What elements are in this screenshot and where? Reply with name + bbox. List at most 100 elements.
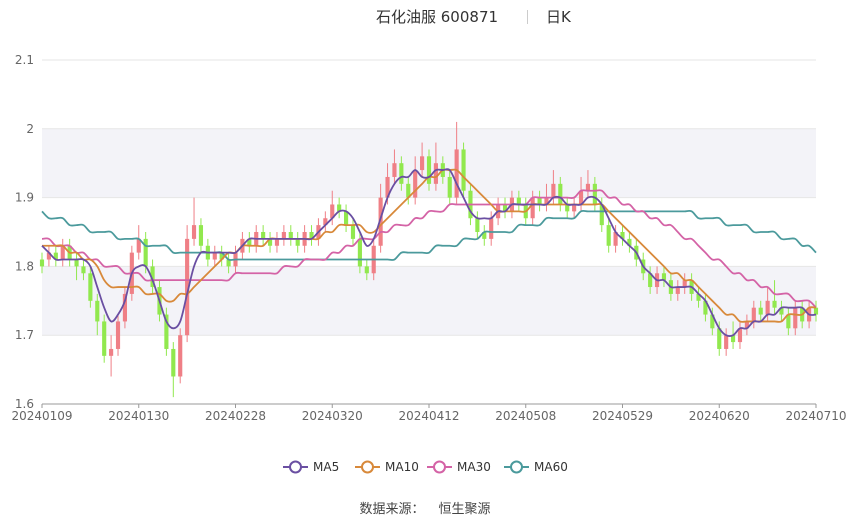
candle-body: [558, 183, 563, 205]
candle-body: [585, 183, 591, 191]
legend-label: MA30: [457, 460, 491, 474]
candle-body: [267, 238, 273, 246]
candle: [489, 211, 494, 246]
candle-body: [357, 238, 362, 267]
candle-body: [489, 218, 494, 239]
candle-body: [39, 259, 45, 267]
candle: [502, 197, 508, 219]
candle: [406, 176, 411, 205]
candle: [343, 204, 349, 232]
period-label: 日K: [546, 8, 571, 26]
legend[interactable]: MA5 MA10 MA30 MA60: [283, 460, 568, 474]
x-tick-label: 20240412: [398, 409, 459, 423]
series-line-ma60: [41, 209, 817, 261]
candle-body: [309, 232, 314, 239]
candle: [682, 273, 687, 294]
candle-body: [551, 183, 556, 198]
candle-body: [191, 225, 197, 239]
candle-body: [620, 232, 625, 239]
candle: [212, 245, 217, 267]
x-tick-label: 20240529: [592, 409, 653, 423]
candle: [751, 300, 756, 329]
candle: [185, 225, 190, 343]
candle-body: [724, 335, 729, 349]
candle-body: [572, 204, 577, 212]
candle-body: [447, 176, 452, 198]
x-tick-label: 20240620: [689, 409, 750, 423]
candle-body: [413, 170, 418, 198]
x-axis: 20240109 20240130 20240228 20240320 20240412…: [11, 403, 847, 423]
legend-marker: [510, 460, 523, 474]
candle: [95, 293, 100, 336]
candle-body: [578, 190, 584, 205]
candle-body: [178, 335, 183, 377]
candle: [115, 314, 121, 356]
candle-body: [219, 252, 224, 260]
candle-body: [613, 232, 618, 246]
series-line-ma30: [41, 189, 817, 309]
candle: [551, 170, 556, 205]
candle-body: [717, 328, 722, 349]
candle-body: [454, 149, 459, 198]
candle: [74, 252, 79, 281]
legend-item-ma10[interactable]: MA10: [355, 460, 419, 474]
candle-body: [786, 314, 791, 329]
candle: [122, 287, 128, 329]
candle: [399, 156, 404, 191]
candle-body: [779, 307, 784, 315]
candle-body: [74, 259, 79, 267]
candle: [433, 142, 438, 191]
candle-body: [696, 293, 701, 301]
candle-body: [516, 197, 521, 205]
candle-body: [420, 156, 425, 171]
candle: [191, 197, 197, 246]
candle: [420, 142, 425, 177]
legend-label: MA10: [385, 460, 419, 474]
candle-body: [185, 238, 190, 336]
candle: [813, 300, 819, 322]
candle: [109, 335, 114, 377]
x-tick-label: 20240228: [205, 409, 266, 423]
candle-body: [81, 266, 86, 274]
candle: [537, 190, 542, 212]
candle: [219, 245, 224, 267]
candle-body: [530, 197, 535, 219]
series-line-ma5: [41, 168, 817, 337]
grid-lines: [42, 59, 816, 405]
candle-body: [385, 176, 390, 198]
legend-label: MA5: [313, 460, 339, 474]
candle-body: [661, 273, 667, 281]
candle: [178, 328, 183, 384]
candle-body: [337, 204, 342, 212]
candle-body: [758, 307, 763, 315]
candle-body: [226, 259, 231, 267]
x-tick-label: 20240130: [108, 409, 169, 423]
candle: [578, 176, 584, 212]
legend-item-ma60[interactable]: MA60: [504, 460, 568, 474]
legend-item-ma5[interactable]: MA5: [283, 460, 339, 474]
candle-body: [544, 197, 549, 205]
candle: [675, 280, 680, 301]
candle-body: [364, 266, 369, 274]
data-source: 数据来源： 恒生聚源: [0, 498, 850, 517]
candle: [592, 176, 597, 212]
candle-body: [772, 300, 777, 308]
candle-body: [793, 307, 798, 329]
y-tick-label: 1.7: [15, 328, 34, 342]
candle-body: [115, 321, 121, 349]
candle-body: [675, 287, 680, 294]
legend-item-ma30[interactable]: MA30: [427, 460, 491, 474]
moving-average-lines: [41, 168, 817, 337]
x-tick-label: 20240109: [11, 409, 72, 423]
candle-body: [406, 183, 411, 198]
candle: [744, 314, 749, 336]
candle: [323, 211, 328, 232]
candle-body: [813, 307, 819, 315]
candle-body: [565, 204, 570, 212]
candle: [765, 287, 770, 322]
candle: [786, 307, 791, 336]
y-tick-label: 1.6: [15, 397, 34, 411]
candle: [350, 218, 356, 246]
candle: [620, 225, 625, 246]
candle: [198, 218, 204, 253]
